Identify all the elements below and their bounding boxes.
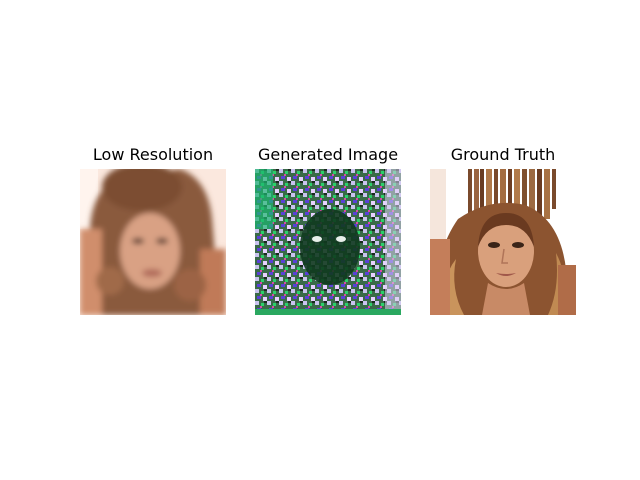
panel-title-ground-truth: Ground Truth (450, 145, 556, 164)
panel-title-low-resolution: Low Resolution (92, 145, 214, 164)
generated-image (255, 169, 401, 315)
panel-title-generated-image: Generated Image (257, 145, 399, 164)
ground-truth-image (430, 169, 576, 315)
low-resolution-image (80, 169, 226, 315)
